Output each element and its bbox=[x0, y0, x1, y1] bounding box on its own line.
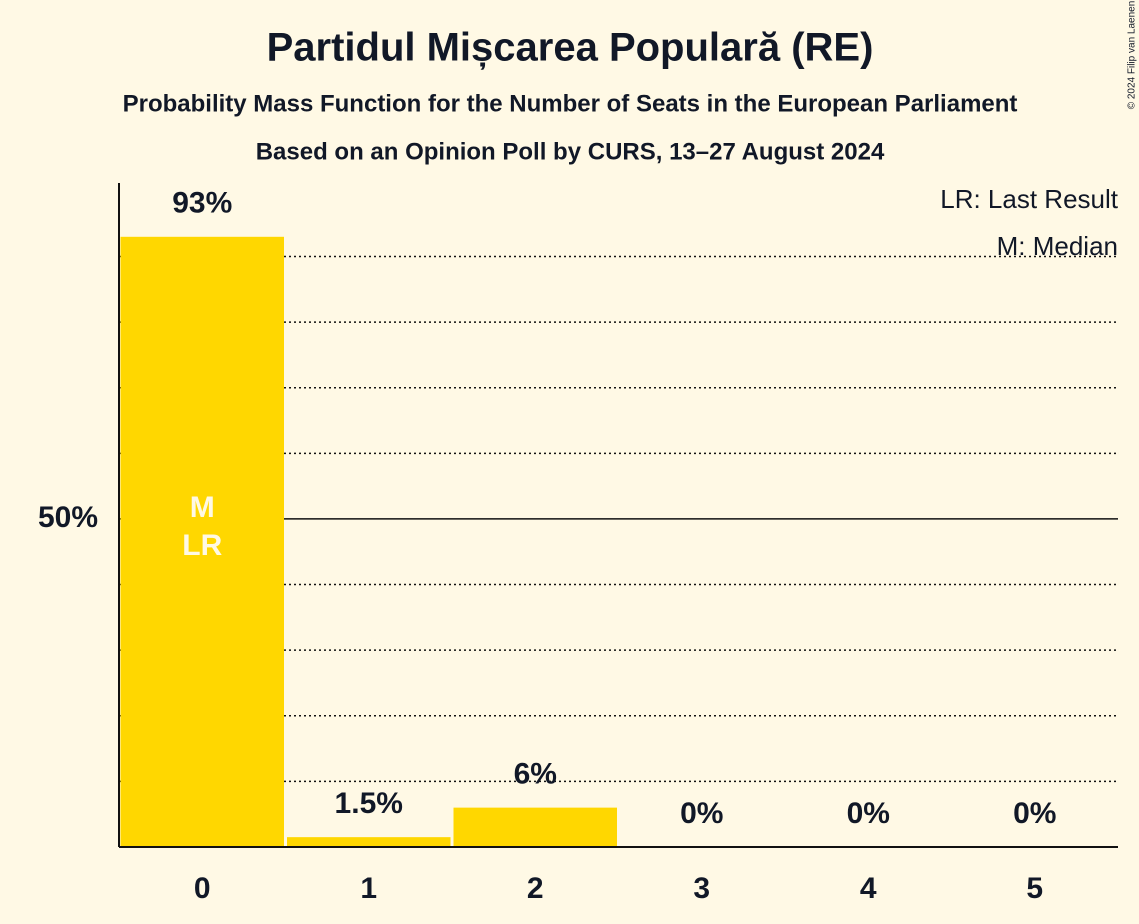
bar bbox=[287, 837, 451, 847]
data-label: 0% bbox=[847, 797, 890, 830]
x-tick-label: 3 bbox=[693, 872, 710, 905]
data-label: 0% bbox=[680, 797, 723, 830]
x-tick-label: 0 bbox=[194, 872, 211, 905]
legend-entry: LR: Last Result bbox=[940, 184, 1119, 214]
chart-subtitle: Based on an Opinion Poll by CURS, 13–27 … bbox=[256, 138, 885, 165]
x-tick-label: 4 bbox=[860, 872, 877, 905]
copyright: © 2024 Filip van Laenen bbox=[1127, 1, 1138, 110]
x-tick-label: 5 bbox=[1026, 872, 1043, 905]
chart-title: Partidul Mișcarea Populară (RE) bbox=[267, 26, 874, 70]
x-tick-label: 1 bbox=[360, 872, 377, 905]
bar-annotation: M bbox=[190, 491, 215, 524]
x-tick-label: 2 bbox=[527, 872, 544, 905]
data-label: 0% bbox=[1013, 797, 1056, 830]
bar-annotation: LR bbox=[182, 529, 222, 562]
bar bbox=[453, 807, 617, 847]
legend-entry: M: Median bbox=[997, 231, 1118, 261]
data-label: 93% bbox=[172, 187, 232, 220]
bar bbox=[120, 236, 284, 847]
y-tick-label: 50% bbox=[38, 501, 98, 534]
chart-subtitle: Probability Mass Function for the Number… bbox=[123, 90, 1018, 117]
data-label: 6% bbox=[514, 758, 557, 791]
data-label: 1.5% bbox=[335, 787, 403, 820]
